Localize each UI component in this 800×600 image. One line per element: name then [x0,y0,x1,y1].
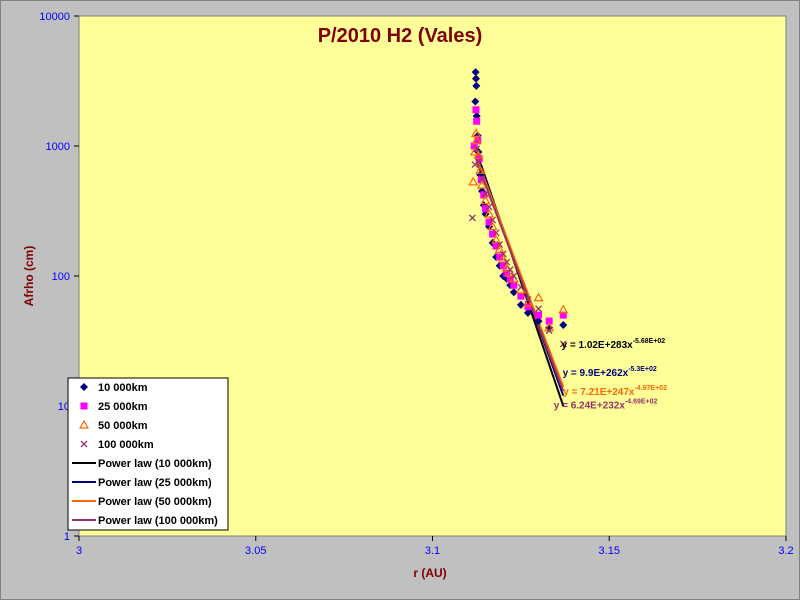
data-point-x [524,295,532,303]
data-point-diamond [471,68,480,77]
data-point-square [485,218,493,226]
y-axis-title: Afrho (cm) [22,246,36,307]
data-point-triangle [480,195,491,205]
data-point-triangle [487,221,498,231]
data-point-square [517,292,525,300]
data-point-triangle [78,419,90,429]
data-point-square [489,230,497,238]
data-point-x [473,145,481,153]
fit-exponent: -5.3E+02 [628,366,657,373]
data-point-diamond [559,320,568,329]
data-point-diamond [506,281,515,290]
y-tick-label: 10 [58,401,70,413]
x-tick-label: 3.15 [599,545,620,557]
y-tick-label: 1000 [46,141,70,153]
data-point-square [499,262,507,270]
data-point-x [559,340,567,348]
data-point-square [472,106,480,114]
x-tick-label: 3.2 [778,545,793,557]
data-point-square [510,281,518,289]
data-point-square [503,269,511,277]
data-points [468,68,569,348]
data-point-diamond [516,300,525,309]
data-point-diamond [471,97,480,106]
data-point-x [510,272,518,280]
data-point-diamond [534,317,543,326]
data-point-triangle [491,234,502,244]
data-point-diamond [523,308,532,317]
y-tick-label: 10000 [39,11,70,23]
legend-label: 25 000km [98,401,148,413]
data-point-x [499,250,507,258]
fit-exponent: -4.97E+02 [634,385,667,392]
legend-label: 50 000km [98,420,148,432]
data-point-x [492,229,500,237]
data-point-x [482,190,489,198]
data-point-square [535,311,543,319]
x-tick-label: 3.1 [425,545,440,557]
data-point-x [468,214,476,222]
data-point-triangle [494,244,505,254]
legend-label: Power law (100 000km) [98,515,218,527]
data-point-x [80,440,88,448]
data-point-x [485,203,493,211]
x-tick-label: 3 [76,545,82,557]
data-point-triangle [476,179,488,189]
x-axis-title: r (AU) [413,566,446,580]
fit-exponent: -5.68E+02 [633,338,666,345]
legend-label: 100 000km [98,439,154,451]
data-point-x [478,175,486,183]
fit-lines [475,151,565,407]
data-point-square [559,311,567,319]
fit-line [475,158,565,388]
fit-exponent: -4.69E+02 [625,398,658,405]
data-point-square [473,117,481,125]
data-point-triangle [469,146,480,156]
data-point-square [496,253,504,261]
data-point-triangle [470,128,482,138]
legend-label: Power law (50 000km) [98,496,212,508]
legend-label: Power law (25 000km) [98,477,212,489]
data-point-diamond [509,288,518,297]
data-point-triangle [473,149,484,159]
data-point-square [80,402,88,410]
legend-label: Power law (10 000km) [98,458,212,470]
data-point-square [545,317,553,325]
data-point-x [474,158,482,165]
chart-title: P/2010 H2 (Vales) [318,25,483,47]
data-point-square [492,242,500,250]
y-tick-label: 1 [64,531,70,543]
data-point-x [545,327,553,335]
data-point-square [506,275,514,283]
legend-box [67,377,229,531]
y-tick-label: 100 [52,271,70,283]
legend-label: 10 000km [98,382,148,394]
data-point-diamond [80,383,88,391]
fit-line [475,161,565,392]
data-point-triangle [475,165,486,174]
data-point-diamond [471,74,480,83]
data-point-triangle [533,292,544,302]
data-point-triangle [505,268,516,277]
x-tick-label: 3.05 [245,545,266,557]
data-point-diamond [472,81,481,90]
data-point-x [517,283,525,291]
data-point-square [524,303,532,311]
data-point-triangle [558,304,569,314]
data-point-x [496,240,504,248]
data-point-square [482,205,490,213]
data-point-triangle [484,208,495,218]
data-point-triangle [468,176,479,186]
data-point-x [506,266,514,274]
data-point-square [474,137,482,145]
data-point-triangle [522,297,533,307]
data-point-diamond [545,323,554,332]
data-point-triangle [471,135,482,145]
data-point-triangle [498,253,509,263]
data-point-x [489,216,497,224]
legend: 10 000km 25 000km 50 000km 100 000km Power l… [67,377,229,531]
data-point-x [503,258,511,266]
data-point-x [535,305,543,313]
